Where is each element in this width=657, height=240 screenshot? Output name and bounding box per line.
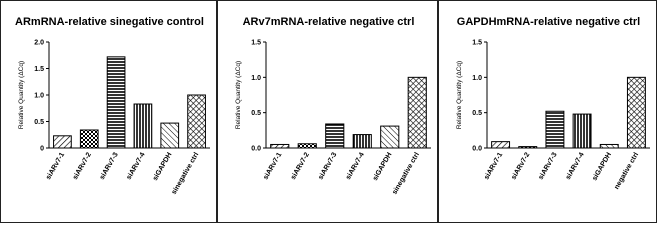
chart-title: ARv7mRNA-relative negative ctrl [243,16,415,28]
bar [545,110,565,149]
bar [380,125,400,149]
x-tick-label: siARv7-2 [72,151,93,181]
bar [626,76,646,149]
y-tick-label: 2.0 [34,40,44,47]
y-tick-label: 0.0 [251,146,261,153]
y-tick-label: 0.5 [472,110,482,117]
bar [352,134,372,149]
x-tick-label: siARv7-1 [483,151,504,181]
bar [297,143,317,149]
x-tick-label: siARv7-2 [290,151,311,181]
bar [53,135,72,149]
bar [491,141,511,149]
bar [133,103,153,149]
y-tick-label: 0.5 [34,119,44,126]
chart-panel: ARmRNA-relative sinegative control Relati… [0,0,217,223]
x-tick-label: siGAPDH [372,152,394,182]
y-tick-label: 1.0 [472,75,482,82]
x-tick-label: siGAPDH [152,152,174,182]
x-tick-label: siARv7-4 [345,151,366,181]
x-tick-label: sinegative ctrl [391,151,421,195]
page: ARmRNA-relative sinegative control Relati… [0,0,657,223]
bar [599,143,619,149]
y-tick-label: 0.0 [472,146,482,153]
bar [270,143,290,149]
bar [407,76,427,149]
y-tick-label: 0 [40,146,44,153]
x-tick-label: siARv7-3 [538,151,559,181]
y-tick-label: 1.5 [472,40,482,47]
bar [518,146,538,149]
x-tick-label: siARv7-3 [317,151,338,181]
bar [325,123,345,149]
y-tick-label: 1.0 [251,75,261,82]
y-axis-label: Relative Quantity (ΔCq) [456,61,463,129]
bar [572,113,592,149]
y-axis-label: Relative Quantity (ΔCq) [18,61,25,129]
y-axis-label: Relative Quantity (ΔCq) [235,61,242,129]
y-tick-label: 1.5 [34,66,44,73]
x-tick-label: siARv7-4 [565,151,586,181]
chart-panel: GAPDHmRNA-relative negative ctrl Relative… [438,0,657,223]
y-tick-label: 1.0 [34,93,44,100]
chart-title: ARmRNA-relative sinegative control [15,16,204,28]
bar [160,122,180,149]
x-tick-label: siARv7-3 [99,151,120,181]
bar [187,94,206,149]
x-tick-label: siGAPDH [591,152,613,182]
bar [106,56,126,149]
bar [79,129,99,149]
chart-panel: ARv7mRNA-relative negative ctrl Relative … [217,0,438,223]
x-tick-label: negative ctrl [613,151,640,190]
y-tick-label: 0.5 [251,110,261,117]
x-tick-label: siARv7-1 [262,151,283,181]
x-tick-label: siARv7-4 [126,151,147,181]
chart-title: GAPDHmRNA-relative negative ctrl [457,16,640,28]
x-tick-label: sinegative ctrl [171,151,201,195]
y-tick-label: 1.5 [251,40,261,47]
x-tick-label: siARv7-2 [510,151,531,181]
x-tick-label: siARv7-1 [45,151,66,181]
